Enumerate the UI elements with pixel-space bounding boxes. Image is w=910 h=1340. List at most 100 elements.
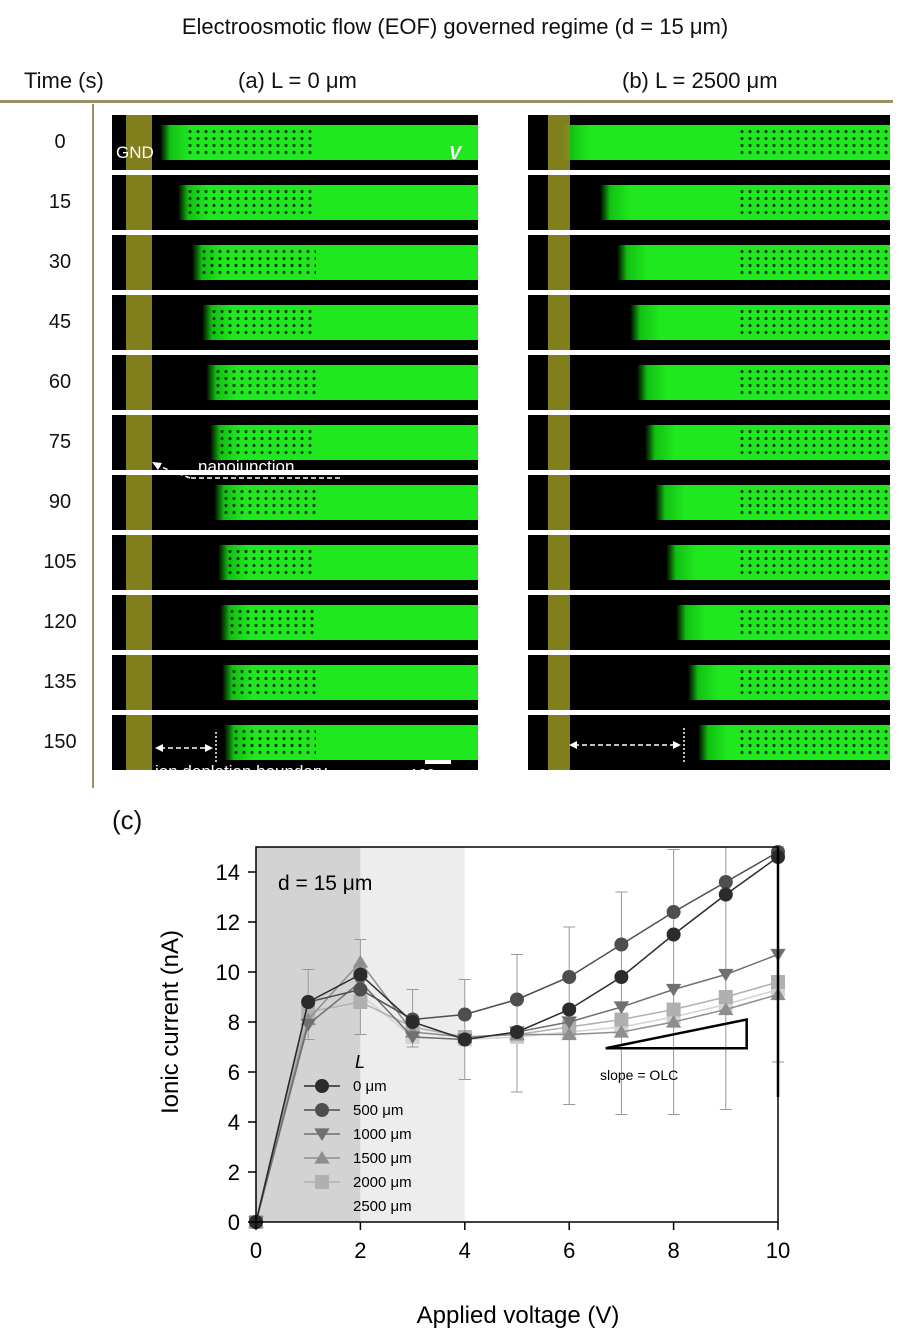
x-tick-label: 8 [667, 1238, 679, 1263]
micrograph-a [112, 295, 478, 350]
data-point [666, 927, 681, 942]
micrograph-a [112, 355, 478, 410]
time-label: 45 [48, 311, 72, 333]
time-label: 120 [43, 611, 77, 633]
nanochannel-array [738, 368, 888, 397]
data-point [561, 1027, 577, 1041]
data-point [314, 1151, 330, 1164]
data-point [718, 968, 734, 982]
micrograph-b [528, 175, 890, 230]
ground-electrode-stripe [126, 295, 152, 350]
nanochannel-array [738, 428, 888, 457]
x-tick-label: 0 [250, 1238, 262, 1263]
data-point [666, 1002, 681, 1017]
micrograph-a [112, 235, 478, 290]
ground-electrode-stripe [126, 715, 152, 770]
slope-triangle [605, 1017, 748, 1050]
y-tick-label: 6 [228, 1060, 240, 1085]
y-tick-label: 8 [228, 1010, 240, 1035]
plot-frame [255, 846, 779, 1223]
micrograph-a [112, 715, 478, 770]
nanochannel-array [738, 608, 888, 637]
axes: 0 2 4 6 8 10 0 2 4 6 8 10 12 14 [216, 846, 790, 1263]
time-label: 15 [48, 191, 72, 213]
legend-label: 2000 μm [353, 1174, 412, 1191]
data-point [404, 1031, 421, 1044]
nanochannel-array [738, 668, 888, 697]
time-label: 135 [43, 671, 77, 693]
ground-electrode-stripe [548, 715, 570, 770]
nanojunction-arrow [152, 462, 340, 479]
micrograph-b [528, 355, 890, 410]
nanojunction-label: nanojunction [198, 457, 295, 476]
data-point [718, 1002, 734, 1016]
ground-electrode-stripe [548, 175, 570, 230]
data-point [457, 1032, 472, 1047]
legend-label: 2500 μm [353, 1198, 412, 1215]
legend-entry: 1500 μm [304, 1150, 412, 1167]
nanochannel-array [218, 428, 316, 457]
slope-label: slope = OLC [600, 1067, 678, 1083]
scale-bar [425, 760, 451, 764]
data-point [315, 1199, 329, 1213]
ground-electrode-stripe [548, 415, 570, 470]
voltage-label: V [449, 143, 462, 163]
legend-label: 1000 μm [353, 1126, 412, 1143]
time-label: 30 [48, 251, 72, 273]
data-point [666, 905, 681, 919]
x-tick-label: 4 [459, 1238, 471, 1263]
data-point [718, 875, 733, 889]
micrograph-b [528, 235, 890, 290]
data-point [314, 1128, 330, 1141]
legend-entry: 500 μm [304, 1102, 403, 1119]
micrograph-b [528, 535, 890, 590]
legend-title: L [355, 1052, 365, 1072]
ground-electrode-stripe [548, 595, 570, 650]
ground-electrode-stripe [126, 655, 152, 710]
ground-electrode-stripe [126, 595, 152, 650]
micrograph-a [112, 475, 478, 530]
x-tick-label: 2 [354, 1238, 366, 1263]
nanochannel-array [738, 548, 888, 577]
data-point [510, 1025, 524, 1039]
nanochannel-array [230, 668, 316, 697]
data-point [315, 1079, 329, 1093]
ground-electrode-stripe [126, 535, 152, 590]
time-label: 75 [48, 431, 72, 453]
data-point [352, 955, 369, 968]
nanochannel-array [232, 728, 316, 757]
nanochannel-array [738, 128, 888, 157]
time-label: 0 [54, 131, 66, 153]
data-point [665, 1015, 682, 1028]
nanochannel-array [738, 728, 888, 757]
micrograph-b [528, 595, 890, 650]
nanochannel-array [186, 128, 316, 157]
legend-label: 0 μm [353, 1078, 387, 1095]
series-layer [248, 845, 786, 1229]
data-point [510, 992, 524, 1007]
data-point [614, 970, 629, 984]
series-0m [249, 850, 785, 1229]
data-point [301, 995, 316, 1009]
legend-entry: 0 μm [304, 1078, 387, 1095]
time-column-header: Time (s) [24, 68, 104, 93]
y-tick-label: 0 [228, 1210, 240, 1235]
micrograph-b [528, 655, 890, 710]
ground-electrode-stripe [126, 235, 152, 290]
ionic-current-chart: 0 2 4 6 8 10 0 2 4 6 8 10 12 14 d = 15 μm slope = OLC… [157, 845, 790, 1329]
figure-title: Electroosmotic flow (EOF) governed regim… [181, 14, 729, 39]
data-point [665, 983, 682, 997]
legend-entry: 1000 μm [304, 1126, 412, 1143]
ground-electrode-stripe [126, 175, 152, 230]
legend-label: 500 μm [353, 1102, 403, 1119]
data-point [353, 967, 368, 982]
chart-annotation: d = 15 μm [278, 872, 372, 895]
ground-electrode-stripe [548, 655, 570, 710]
gnd-label: GND [116, 143, 154, 162]
micrograph-b [528, 295, 890, 350]
time-label: 150 [43, 731, 77, 753]
shaded-regions [256, 847, 465, 1222]
ground-electrode-stripe [548, 475, 570, 530]
nanochannel-array [738, 188, 888, 217]
ground-electrode-stripe [126, 115, 152, 170]
